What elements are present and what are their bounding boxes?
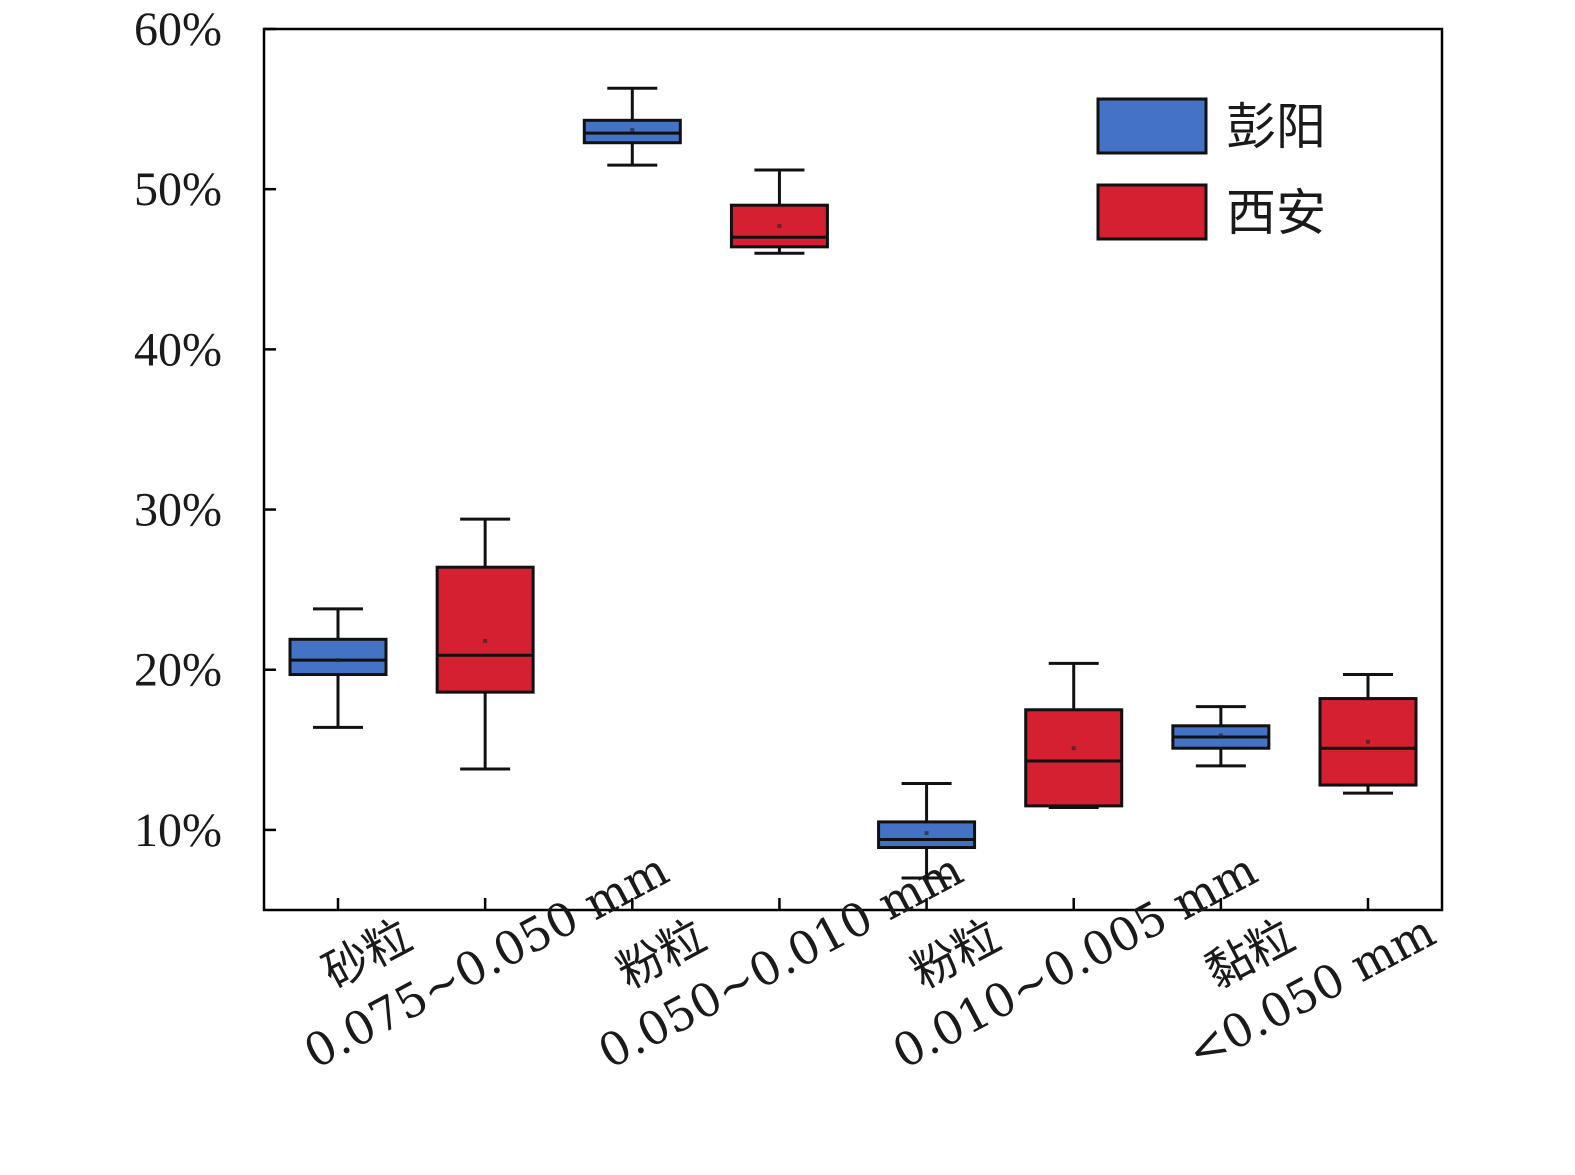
y-tick-label: 50% (134, 163, 222, 216)
box-pengyang-1 (288, 607, 388, 729)
mean-marker (1071, 746, 1076, 751)
y-tick-label: 60% (134, 3, 222, 56)
y-tick-label: 30% (134, 484, 222, 537)
legend-label: 西安 (1226, 184, 1326, 242)
mean-marker (630, 127, 635, 132)
legend-item-xian: 西安 (1096, 183, 1326, 242)
box-pengyang-4 (1171, 705, 1271, 768)
box-xian-1 (435, 517, 535, 771)
mean-marker (1366, 739, 1370, 744)
box-pengyang-3 (877, 781, 977, 880)
box-pengyang-2 (582, 86, 682, 167)
mean-marker (1218, 733, 1223, 738)
mean-marker (336, 658, 340, 663)
box-xian-2 (729, 168, 829, 255)
legend-label: 彭阳 (1226, 98, 1326, 156)
iqr-box (1024, 708, 1124, 808)
plot-frame (262, 27, 1444, 912)
y-tick-label: 10% (134, 804, 222, 857)
box-xian-4 (1318, 673, 1418, 795)
y-tick-label: 20% (134, 644, 222, 697)
legend-item-pengyang: 彭阳 (1096, 97, 1326, 156)
iqr-box (435, 565, 535, 694)
mean-marker (483, 638, 488, 643)
legend-swatch (1096, 97, 1208, 155)
mean-marker (924, 831, 929, 836)
legend-swatch (1096, 183, 1208, 241)
box-xian-3 (1024, 661, 1124, 809)
y-tick-label: 40% (134, 323, 222, 376)
iqr-box (288, 637, 388, 677)
mean-marker (777, 224, 782, 229)
